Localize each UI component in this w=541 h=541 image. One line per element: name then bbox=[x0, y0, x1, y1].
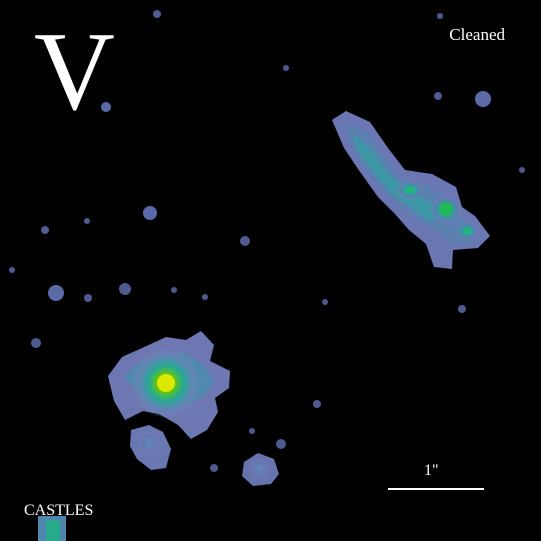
upper-right-arc bbox=[332, 111, 490, 269]
lower-left-component bbox=[108, 331, 279, 486]
scale-bar bbox=[388, 488, 484, 490]
credit-label: CASTLES bbox=[24, 502, 93, 520]
processing-label: Cleaned bbox=[449, 26, 505, 44]
scale-bar-label: 1" bbox=[424, 462, 439, 480]
filter-band-label: V bbox=[34, 16, 115, 128]
